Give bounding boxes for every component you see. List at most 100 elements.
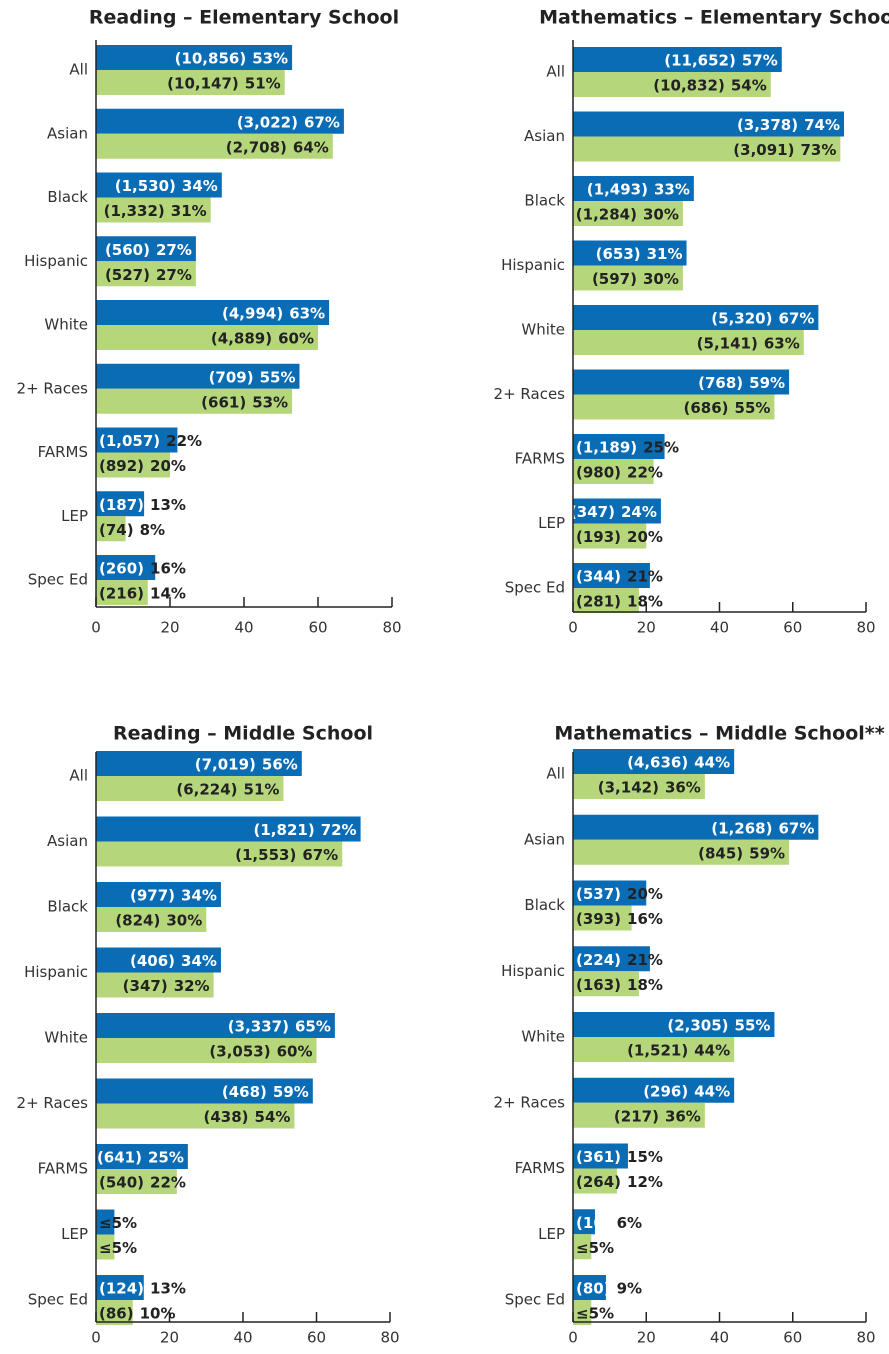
bar	[573, 1209, 595, 1235]
bar	[96, 751, 302, 776]
count-label: (3,378)	[737, 116, 798, 134]
percent-label: 51%	[244, 780, 280, 798]
chart-title: Mathematics – Middle School**	[554, 723, 884, 745]
bar	[573, 394, 775, 420]
bar	[573, 459, 654, 484]
bar	[573, 523, 647, 549]
category-label: Spec Ed	[28, 571, 88, 589]
bar	[573, 971, 639, 997]
bar-label: (537) 20%	[576, 885, 663, 903]
bar	[96, 427, 178, 453]
percent-label: 56%	[262, 755, 298, 773]
category-label: White	[44, 316, 88, 334]
count-label: (537)	[576, 885, 621, 903]
bar	[96, 972, 214, 998]
percent-label: 34%	[182, 177, 218, 195]
bar	[96, 516, 126, 542]
bar-label: (5,141) 63%	[697, 334, 800, 352]
bar-label: (10,856) 53%	[175, 49, 289, 67]
count-label: (540)	[99, 1173, 144, 1191]
bar	[573, 136, 841, 162]
bar-label: (260) 16%	[99, 559, 186, 577]
bar	[573, 880, 647, 906]
bar	[573, 1077, 735, 1103]
percent-label: 63%	[764, 334, 800, 352]
percent-label: 30%	[643, 205, 679, 223]
count-label: (2,305)	[667, 1016, 728, 1034]
category-label: LEP	[538, 514, 565, 532]
bar	[573, 749, 735, 774]
bar	[573, 1300, 592, 1325]
percent-label: 14%	[150, 584, 186, 602]
count-label: (892)	[99, 457, 144, 475]
percent-label: 31%	[171, 202, 207, 220]
count-label: (10,147)	[167, 74, 239, 92]
percent-label: 36%	[665, 778, 701, 796]
bar	[96, 1300, 133, 1325]
percent-label: 9%	[617, 1279, 642, 1297]
bar-label: (217) 36%	[614, 1107, 701, 1125]
count-label: (2,708)	[226, 138, 287, 156]
bar-label: (641) 25%	[97, 1148, 184, 1166]
bar-label: (406) 34%	[130, 952, 217, 970]
bar-label: (977) 34%	[130, 886, 217, 904]
percent-label: 25%	[148, 1148, 184, 1166]
bar-label: (438) 54%	[204, 1108, 291, 1126]
category-label: White	[521, 1028, 565, 1046]
category-label: Black	[47, 188, 88, 206]
bar	[573, 774, 705, 799]
category-label: Hispanic	[24, 963, 88, 981]
count-label: (1,284)	[576, 205, 637, 223]
bar	[96, 236, 196, 262]
percent-label: ≤5%	[99, 1239, 137, 1257]
bar-label: (3,091) 73%	[733, 141, 836, 159]
bar	[573, 839, 790, 865]
count-label: (4,636)	[627, 753, 688, 771]
x-tick-label: 80	[856, 619, 875, 637]
category-label: All	[69, 61, 88, 79]
percent-label: 63%	[289, 304, 325, 322]
count-label: (709)	[209, 368, 254, 386]
bar	[96, 133, 333, 159]
bar	[573, 588, 639, 613]
count-label: (768)	[698, 374, 743, 392]
percent-label: 44%	[694, 753, 730, 771]
bar	[573, 946, 650, 972]
bar-label: (661) 53%	[201, 393, 288, 411]
bar	[573, 176, 694, 201]
bar-label: (824) 30%	[115, 911, 202, 929]
bar-label: (393) 16%	[576, 910, 663, 928]
percent-label: 36%	[665, 1107, 701, 1125]
count-label: (845)	[698, 844, 743, 862]
percent-label: 25%	[643, 438, 679, 456]
count-label: (1,821)	[254, 821, 315, 839]
bar	[96, 816, 361, 842]
count-label: (641)	[97, 1148, 142, 1166]
bar	[96, 580, 148, 605]
bar	[96, 300, 330, 325]
percent-label: 65%	[295, 1017, 331, 1035]
bar-label: ≤5%	[576, 1304, 614, 1322]
category-label: White	[44, 1029, 88, 1047]
count-label: (217)	[614, 1107, 659, 1125]
count-label: (1,521)	[627, 1041, 688, 1059]
category-label: 2+ Races	[17, 1094, 89, 1112]
percent-label: 16%	[150, 559, 186, 577]
percent-label: 44%	[694, 1082, 730, 1100]
bar	[573, 111, 845, 137]
count-label: (980)	[576, 463, 621, 481]
x-tick-label: 60	[308, 619, 327, 637]
count-label: (824)	[115, 911, 160, 929]
bar	[573, 305, 819, 330]
count-label: (5,141)	[697, 334, 758, 352]
bar	[96, 1209, 115, 1235]
bar	[96, 1078, 313, 1104]
count-label: (5,320)	[711, 309, 772, 327]
percent-label: 53%	[252, 49, 288, 67]
category-label: Asian	[47, 832, 88, 850]
percent-label: 31%	[647, 245, 683, 263]
percent-label: 53%	[252, 393, 288, 411]
category-label: Spec Ed	[505, 1291, 565, 1309]
percent-label: 67%	[778, 819, 814, 837]
count-label: (1,057)	[99, 432, 160, 450]
